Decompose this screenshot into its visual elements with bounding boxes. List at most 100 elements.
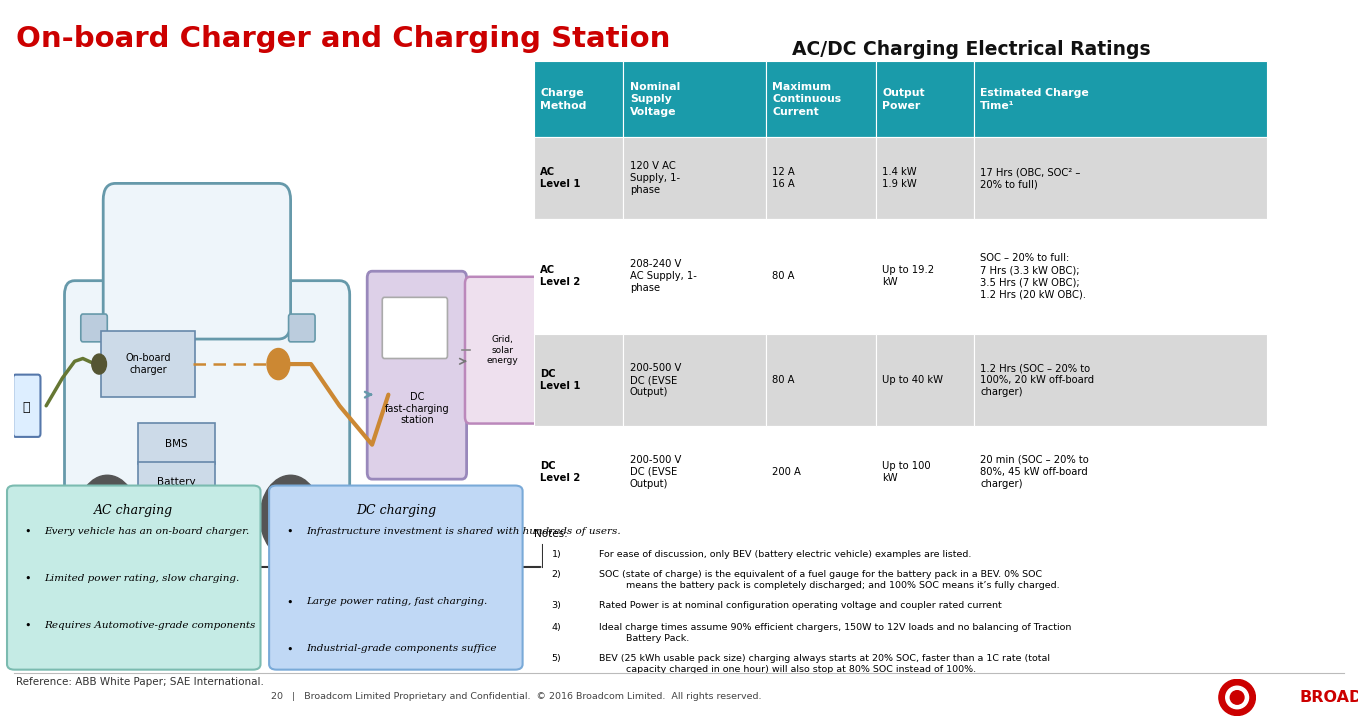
FancyBboxPatch shape (623, 219, 766, 334)
FancyBboxPatch shape (7, 485, 261, 670)
FancyBboxPatch shape (876, 61, 974, 137)
Text: Limited power rating, slow charging.: Limited power rating, slow charging. (45, 574, 239, 583)
FancyBboxPatch shape (623, 426, 766, 518)
Text: 2): 2) (551, 570, 561, 579)
Text: Charge
Method: Charge Method (540, 88, 587, 110)
Text: DC
Level 2: DC Level 2 (540, 461, 580, 483)
Text: Infrastructure investment is shared with hundreds of users.: Infrastructure investment is shared with… (307, 527, 621, 536)
FancyBboxPatch shape (876, 426, 974, 518)
FancyBboxPatch shape (974, 334, 1267, 426)
FancyBboxPatch shape (139, 423, 215, 464)
Text: Every vehicle has an on-board charger.: Every vehicle has an on-board charger. (45, 527, 250, 536)
Text: 200 A: 200 A (773, 467, 801, 477)
Circle shape (92, 354, 106, 374)
FancyBboxPatch shape (288, 314, 315, 342)
Text: 80 A: 80 A (773, 375, 794, 385)
FancyBboxPatch shape (876, 137, 974, 219)
Text: Output
Power: Output Power (883, 88, 925, 110)
Text: Battery: Battery (158, 477, 196, 487)
FancyBboxPatch shape (102, 331, 196, 397)
Text: AC
Level 2: AC Level 2 (540, 266, 580, 287)
FancyBboxPatch shape (81, 314, 107, 342)
FancyBboxPatch shape (534, 61, 623, 137)
Text: DC
fast-charging
station: DC fast-charging station (384, 392, 449, 425)
FancyBboxPatch shape (383, 297, 447, 359)
Text: •: • (24, 527, 31, 537)
Text: AC charging: AC charging (94, 504, 174, 517)
Circle shape (90, 492, 125, 542)
Text: Up to 19.2
kW: Up to 19.2 kW (883, 266, 934, 287)
Text: 1.4 kW
1.9 kW: 1.4 kW 1.9 kW (883, 167, 917, 189)
FancyBboxPatch shape (766, 334, 876, 426)
Text: 208-240 V
AC Supply, 1-
phase: 208-240 V AC Supply, 1- phase (630, 259, 697, 293)
Text: 120 V AC
Supply, 1-
phase: 120 V AC Supply, 1- phase (630, 161, 680, 195)
FancyBboxPatch shape (367, 271, 467, 479)
Text: 4): 4) (551, 622, 561, 632)
FancyBboxPatch shape (534, 334, 623, 426)
FancyBboxPatch shape (974, 219, 1267, 334)
Text: SOC (state of charge) is the equivalent of a fuel gauge for the battery pack in : SOC (state of charge) is the equivalent … (599, 570, 1059, 590)
Text: Nominal
Supply
Voltage: Nominal Supply Voltage (630, 82, 680, 117)
Text: Estimated Charge
Time¹: Estimated Charge Time¹ (980, 88, 1089, 110)
Text: 3): 3) (551, 601, 561, 610)
Text: Requires Automotive-grade components: Requires Automotive-grade components (45, 621, 255, 630)
FancyBboxPatch shape (766, 219, 876, 334)
Text: BMS: BMS (166, 438, 187, 448)
Text: 1): 1) (551, 549, 561, 559)
Circle shape (1219, 679, 1255, 716)
Text: Ideal charge times assume 90% efficient chargers, 150W to 12V loads and no balan: Ideal charge times assume 90% efficient … (599, 622, 1071, 643)
Text: For ease of discussion, only BEV (battery electric vehicle) examples are listed.: For ease of discussion, only BEV (batter… (599, 549, 971, 559)
FancyBboxPatch shape (876, 219, 974, 334)
FancyBboxPatch shape (534, 137, 623, 219)
Text: 1.2 Hrs (SOC – 20% to
100%, 20 kW off-board
charger): 1.2 Hrs (SOC – 20% to 100%, 20 kW off-bo… (980, 363, 1095, 397)
FancyBboxPatch shape (974, 61, 1267, 137)
FancyBboxPatch shape (103, 183, 291, 339)
Text: AC/DC Charging Electrical Ratings: AC/DC Charging Electrical Ratings (792, 40, 1150, 58)
Text: AC
Level 1: AC Level 1 (540, 167, 581, 189)
Text: 🔌: 🔌 (23, 401, 30, 414)
Text: 200-500 V
DC (EVSE
Output): 200-500 V DC (EVSE Output) (630, 455, 682, 489)
Text: •: • (287, 598, 293, 607)
FancyBboxPatch shape (623, 61, 766, 137)
Text: Notes:: Notes: (534, 529, 568, 539)
Text: BROADCOM: BROADCOM (1300, 690, 1358, 705)
Text: 5): 5) (551, 653, 561, 663)
Text: •: • (287, 527, 293, 537)
Text: Up to 100
kW: Up to 100 kW (883, 461, 932, 483)
Text: BEV (25 kWh usable pack size) charging always starts at 20% SOC, faster than a 1: BEV (25 kWh usable pack size) charging a… (599, 653, 1050, 674)
Text: 200-500 V
DC (EVSE
Output): 200-500 V DC (EVSE Output) (630, 363, 682, 397)
Text: •: • (24, 574, 31, 584)
FancyBboxPatch shape (14, 375, 41, 437)
Text: •: • (24, 621, 31, 631)
FancyBboxPatch shape (139, 462, 215, 503)
Text: Grid,
solar
energy: Grid, solar energy (486, 335, 519, 365)
Text: 12 A
16 A: 12 A 16 A (773, 167, 796, 189)
FancyBboxPatch shape (623, 334, 766, 426)
Circle shape (268, 349, 289, 380)
FancyBboxPatch shape (766, 137, 876, 219)
FancyBboxPatch shape (534, 426, 623, 518)
FancyBboxPatch shape (623, 137, 766, 219)
Text: 17 Hrs (OBC, SOC² –
20% to full): 17 Hrs (OBC, SOC² – 20% to full) (980, 167, 1081, 189)
Text: SOC – 20% to full:
7 Hrs (3.3 kW OBC);
3.5 Hrs (7 kW OBC);
1.2 Hrs (20 kW OBC).: SOC – 20% to full: 7 Hrs (3.3 kW OBC); 3… (980, 253, 1086, 300)
FancyBboxPatch shape (534, 219, 623, 334)
Text: On-board Charger and Charging Station: On-board Charger and Charging Station (16, 25, 671, 53)
Text: DC charging: DC charging (356, 504, 436, 517)
Circle shape (76, 475, 139, 559)
Circle shape (1230, 691, 1244, 704)
Text: Reference: ABB White Paper; SAE International.: Reference: ABB White Paper; SAE Internat… (16, 677, 265, 687)
Text: 20   |   Broadcom Limited Proprietary and Confidential.  © 2016 Broadcom Limited: 20 | Broadcom Limited Proprietary and Co… (270, 692, 762, 701)
FancyBboxPatch shape (974, 426, 1267, 518)
Circle shape (259, 475, 320, 559)
FancyBboxPatch shape (65, 281, 350, 531)
Text: Large power rating, fast charging.: Large power rating, fast charging. (307, 598, 488, 606)
Circle shape (272, 492, 308, 542)
FancyBboxPatch shape (974, 137, 1267, 219)
Text: 80 A: 80 A (773, 271, 794, 282)
FancyBboxPatch shape (766, 426, 876, 518)
Text: On-board
charger: On-board charger (125, 353, 171, 375)
Text: DC
Level 1: DC Level 1 (540, 369, 581, 391)
FancyBboxPatch shape (269, 485, 523, 670)
Text: Up to 40 kW: Up to 40 kW (883, 375, 944, 385)
Text: •: • (287, 644, 293, 654)
